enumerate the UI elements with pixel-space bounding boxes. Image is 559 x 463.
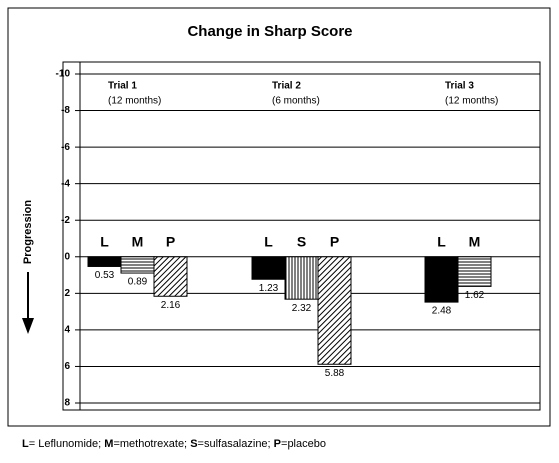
value-label: 2.48 — [432, 306, 452, 317]
bar — [317, 256, 352, 365]
footnote-key: P — [273, 438, 282, 450]
arrow-head — [22, 318, 34, 334]
y-tick-label: 8 — [64, 398, 70, 409]
value-label: 0.89 — [128, 277, 148, 288]
category-label: S — [297, 234, 306, 250]
chart: Change in Sharp Score Progression -10 -8 -… — [7, 7, 551, 427]
category-label: L — [264, 234, 273, 250]
footnote-text: = Leflunomide; — [28, 438, 105, 450]
footnote-key: S — [190, 438, 198, 450]
bar — [87, 256, 122, 267]
bar — [284, 256, 319, 300]
category-label: P — [166, 234, 175, 250]
group-subtitle: (12 months) — [108, 96, 161, 107]
group-subtitle: (12 months) — [445, 96, 498, 107]
group-title: Trial 3 — [445, 81, 474, 92]
category-label: M — [469, 234, 481, 250]
plot-frame — [62, 61, 541, 411]
footnote-key: M — [104, 438, 114, 450]
bar — [457, 256, 492, 287]
group-title: Trial 2 — [272, 81, 301, 92]
footnote-key: L — [22, 438, 29, 450]
chart-title: Change in Sharp Score — [187, 23, 352, 40]
value-label: 1.62 — [465, 290, 485, 301]
bar — [120, 256, 155, 274]
category-label: P — [330, 234, 339, 250]
footnote-text: =sulfasalazine; — [197, 438, 274, 450]
group-subtitle: (6 months) — [272, 96, 320, 107]
bar — [251, 256, 286, 280]
y-tick-label: 2 — [64, 288, 70, 299]
footnote: L= Leflunomide; M=methotrexate; S=sulfas… — [22, 438, 326, 450]
y-tick-label: 4 — [64, 325, 70, 336]
category-label: M — [132, 234, 144, 250]
value-label: 5.88 — [325, 368, 345, 379]
bar — [424, 256, 459, 303]
footnote-text: =placebo — [281, 438, 326, 450]
value-label: 2.16 — [161, 300, 181, 311]
value-label: 0.53 — [95, 270, 115, 281]
category-label: L — [437, 234, 446, 250]
y-tick-label: -2 — [61, 215, 70, 226]
y-tick-label: 0 — [64, 251, 70, 262]
y-axis-label: Progression — [22, 200, 34, 264]
value-label: 2.32 — [292, 303, 312, 314]
footnote-text: =methotrexate; — [113, 438, 191, 450]
y-tick-label: -6 — [61, 142, 70, 153]
y-tick-label: -8 — [61, 105, 70, 116]
y-tick-label: 6 — [64, 361, 70, 372]
value-label: 1.23 — [259, 283, 279, 294]
bar — [153, 256, 188, 297]
outer-frame — [7, 7, 551, 427]
group-title: Trial 1 — [108, 81, 137, 92]
y-tick-label: -10 — [56, 69, 71, 80]
y-tick-label: -4 — [61, 178, 70, 189]
category-label: L — [100, 234, 109, 250]
